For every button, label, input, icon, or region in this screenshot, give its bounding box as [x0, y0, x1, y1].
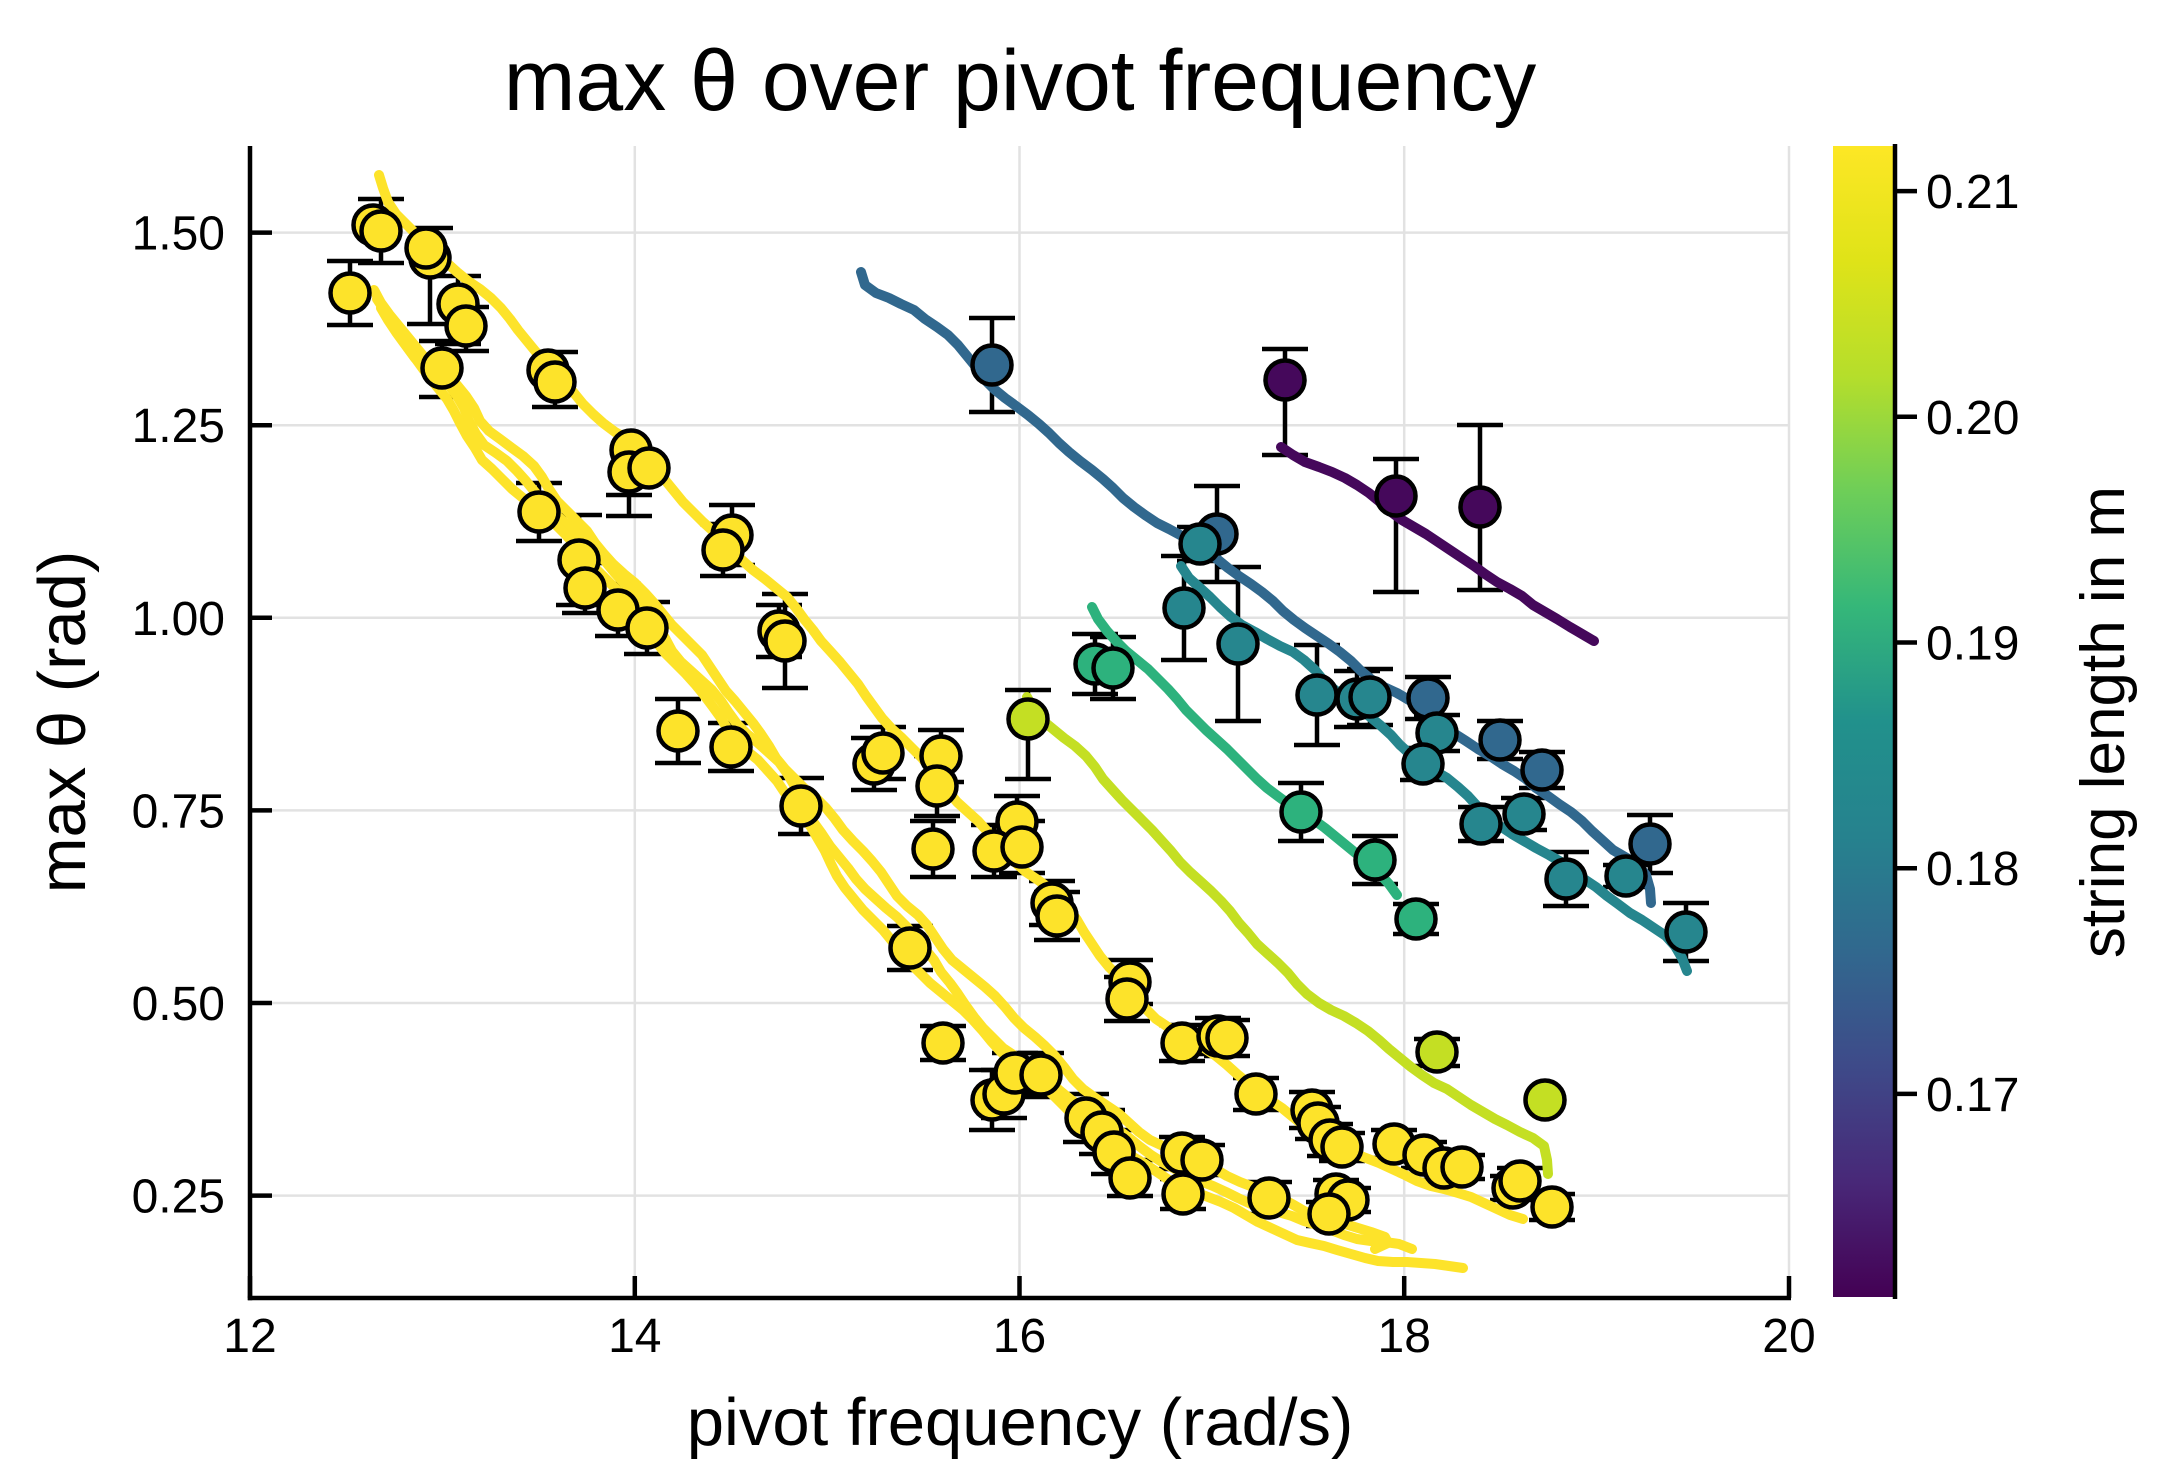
svg-text:max θ over pivot frequency: max θ over pivot frequency	[504, 33, 1537, 129]
svg-text:0.75: 0.75	[132, 785, 225, 838]
svg-text:pivot frequency (rad/s): pivot frequency (rad/s)	[687, 1385, 1354, 1460]
svg-text:14: 14	[608, 1310, 661, 1363]
svg-text:0.21: 0.21	[1926, 166, 2019, 219]
svg-text:0.20: 0.20	[1926, 392, 2019, 445]
svg-text:1.50: 1.50	[132, 208, 225, 261]
svg-text:string length in m: string length in m	[2069, 486, 2138, 958]
svg-text:1.00: 1.00	[132, 593, 225, 646]
svg-text:0.25: 0.25	[132, 1171, 225, 1224]
svg-text:0.17: 0.17	[1926, 1069, 2019, 1122]
svg-text:0.19: 0.19	[1926, 618, 2019, 671]
svg-text:0.18: 0.18	[1926, 843, 2019, 896]
svg-text:18: 18	[1378, 1310, 1431, 1363]
svg-text:20: 20	[1762, 1310, 1815, 1363]
svg-text:max θ (rad): max θ (rad)	[25, 551, 100, 894]
svg-text:1.25: 1.25	[132, 400, 225, 453]
svg-text:0.50: 0.50	[132, 978, 225, 1031]
svg-text:16: 16	[993, 1310, 1046, 1363]
svg-text:12: 12	[223, 1310, 276, 1363]
